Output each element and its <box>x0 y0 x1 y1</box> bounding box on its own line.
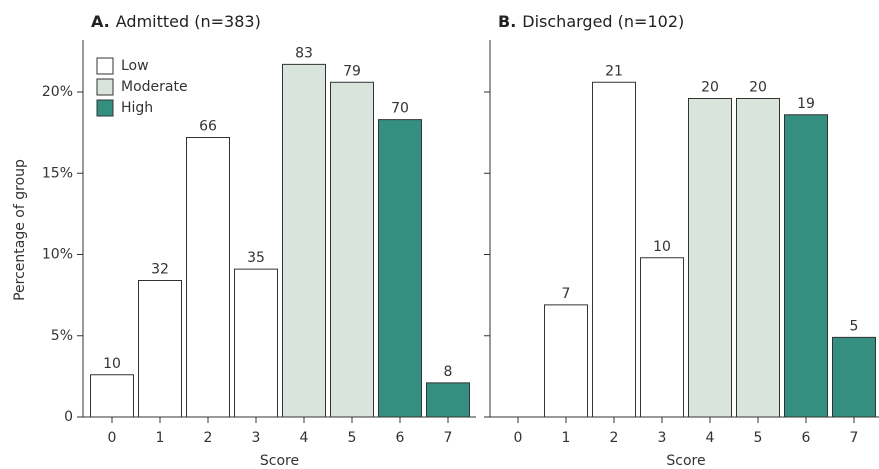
bar <box>688 98 732 418</box>
bar <box>426 382 470 418</box>
y-tick-label: 20% <box>42 84 73 100</box>
x-tick-label: 3 <box>252 430 261 446</box>
y-tick-label: 15% <box>42 165 73 181</box>
x-tick-label: 6 <box>802 430 811 446</box>
title-text: Admitted (n=383) <box>116 12 261 31</box>
bar <box>544 304 588 418</box>
bar <box>138 280 182 418</box>
x-tick-label: 1 <box>562 430 571 446</box>
bar <box>282 63 326 418</box>
legend-label: High <box>121 100 153 116</box>
data-label: 5 <box>850 318 859 334</box>
x-tick-label: 2 <box>610 430 619 446</box>
data-label: 7 <box>562 286 571 302</box>
y-tick-label: 0 <box>64 409 73 425</box>
bar <box>234 268 278 418</box>
x-tick-label: 5 <box>348 430 357 446</box>
x-tick-label: 0 <box>108 430 117 446</box>
bar <box>784 114 828 418</box>
bar <box>736 98 780 418</box>
legend-swatch <box>96 99 114 117</box>
x-tick-label: 6 <box>396 430 405 446</box>
bar <box>832 336 876 418</box>
y-tick-label: 10% <box>42 247 73 263</box>
legend-swatch <box>96 57 114 75</box>
data-label: 21 <box>605 63 623 79</box>
data-label: 32 <box>151 262 169 278</box>
data-label: 70 <box>391 101 409 117</box>
bar <box>378 119 422 418</box>
legend-label: Moderate <box>121 79 188 95</box>
x-tick-label: 5 <box>754 430 763 446</box>
bar <box>592 81 636 418</box>
x-tick-label: 4 <box>300 430 309 446</box>
y-axis-label: Percentage of group <box>12 159 28 301</box>
x-tick-label: 3 <box>658 430 667 446</box>
data-label: 8 <box>444 364 453 380</box>
data-label: 79 <box>343 63 361 79</box>
panel-label: B. <box>498 12 516 31</box>
data-label: 66 <box>199 119 217 135</box>
data-label: 19 <box>797 96 815 112</box>
bar <box>90 374 134 418</box>
data-label: 20 <box>701 80 719 96</box>
x-tick-label: 1 <box>156 430 165 446</box>
x-tick-label: 7 <box>444 430 453 446</box>
data-label: 10 <box>653 239 671 255</box>
bar <box>330 81 374 418</box>
data-label: 20 <box>749 80 767 96</box>
panel-title: A. Admitted (n=383) <box>91 12 261 31</box>
panel-label: A. <box>91 12 110 31</box>
legend-swatch <box>96 78 114 96</box>
title-text: Discharged (n=102) <box>522 12 684 31</box>
x-tick-label: 7 <box>850 430 859 446</box>
x-axis-label: Score <box>666 453 705 469</box>
data-label: 83 <box>295 45 313 61</box>
x-tick-label: 4 <box>706 430 715 446</box>
bar <box>640 257 684 418</box>
x-tick-label: 2 <box>204 430 213 446</box>
bar <box>186 137 230 418</box>
x-tick-label: 0 <box>514 430 523 446</box>
legend-label: Low <box>121 58 149 74</box>
data-label: 35 <box>247 250 265 266</box>
x-axis-label: Score <box>260 453 299 469</box>
data-label: 10 <box>103 356 121 372</box>
y-tick-label: 5% <box>51 328 73 344</box>
panel-title: B. Discharged (n=102) <box>498 12 684 31</box>
